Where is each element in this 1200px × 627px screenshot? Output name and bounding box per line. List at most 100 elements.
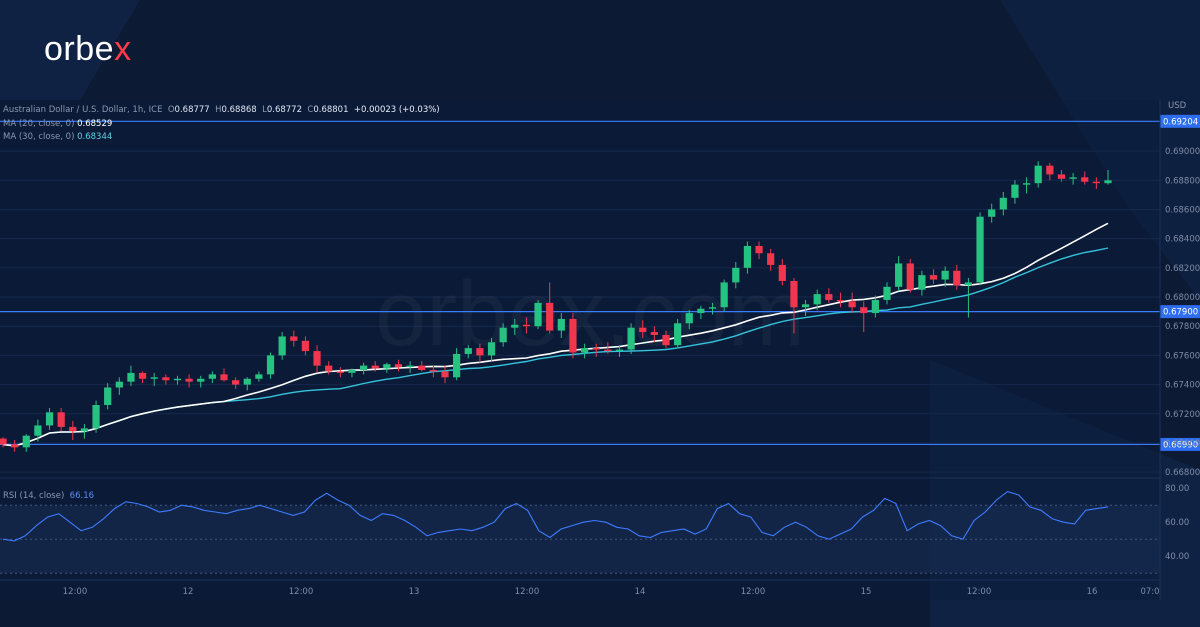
candle (1057, 170, 1066, 182)
candle (499, 323, 507, 347)
price-axis[interactable]: 0.69000 0.68800 0.68600 0.68400 0.68200 0.680… (1159, 100, 1200, 600)
candle (69, 421, 77, 441)
candle-body (383, 364, 391, 369)
candle (1092, 177, 1100, 190)
candle (185, 374, 193, 388)
candle (627, 323, 635, 354)
candle-body (604, 349, 612, 352)
price-tick-label: 0.68600 (1165, 205, 1200, 215)
candle (720, 279, 728, 312)
candle-body (45, 412, 54, 426)
candle-body (976, 216, 984, 283)
candle-body (115, 381, 123, 388)
candle (232, 377, 240, 389)
candle (895, 256, 903, 292)
low-value: 0.68772 (266, 105, 302, 115)
time-tick-label: 12:00 (289, 587, 314, 597)
candle-body (476, 348, 484, 356)
candle (708, 302, 717, 315)
candle-body (708, 307, 717, 309)
candle-body (499, 327, 507, 343)
candle (743, 241, 752, 274)
candle-body (1034, 165, 1042, 184)
candle (836, 292, 845, 308)
candle-body (301, 340, 310, 352)
candle (650, 326, 658, 343)
candle (767, 248, 775, 271)
candle (1046, 162, 1054, 181)
level-label: 0.69204 (1163, 117, 1198, 127)
candle-body (266, 355, 275, 375)
candle (534, 299, 542, 330)
candles (0, 161, 1112, 452)
candle (290, 330, 298, 347)
time-tick-label: 12:00 (515, 587, 540, 597)
candle (1069, 172, 1077, 185)
symbol-label: Australian Dollar / U.S. Dollar, 1h, ICE (3, 105, 163, 115)
candle-body (418, 365, 426, 370)
candle (487, 337, 496, 362)
candle-body (813, 294, 821, 305)
candle (953, 264, 961, 290)
candle-body (429, 370, 437, 372)
candle-body (511, 324, 519, 328)
candle-body (336, 371, 344, 373)
candle-body (92, 405, 100, 429)
candle (615, 345, 624, 357)
candle-body (34, 425, 42, 436)
candle (580, 343, 589, 359)
candle-body (732, 267, 740, 283)
candle-body (941, 270, 949, 280)
candle (825, 288, 833, 303)
candle-body (1022, 183, 1031, 185)
time-axis[interactable]: 12:00 12 12:00 13 12:00 14 12:00 15 12:00 16 07:0 (0, 579, 1160, 597)
price-tick-label: 0.69000 (1165, 147, 1200, 157)
ma20-label: MA (20, close, 0) (3, 118, 75, 129)
candle-body (255, 374, 263, 379)
candle-body (639, 327, 647, 333)
candle (476, 343, 484, 363)
candle (522, 317, 531, 334)
candle (371, 361, 379, 372)
candle (929, 269, 938, 284)
candle (860, 301, 868, 333)
candle (976, 212, 984, 286)
candle (208, 371, 216, 384)
candle-body (232, 380, 240, 385)
candle-body (487, 342, 496, 356)
close-value: 0.68801 (313, 105, 349, 115)
candle-body (0, 438, 7, 445)
candle-body (441, 371, 449, 378)
candle-body (325, 365, 333, 372)
rsi-tick-label: 80.00 (1165, 484, 1189, 494)
candle-body (162, 377, 170, 381)
candle-body (1046, 165, 1054, 175)
time-tick-label: 16 (1087, 587, 1098, 597)
candle-body (546, 302, 554, 331)
price-tick-label: 0.67400 (1165, 381, 1200, 391)
time-tick-label: 13 (409, 587, 420, 597)
candle (394, 359, 403, 372)
price-tick-label: 0.67200 (1165, 410, 1200, 420)
candle-body (150, 377, 158, 379)
time-tick-label: 12:00 (741, 587, 766, 597)
candle (162, 374, 170, 385)
candle-body (1092, 181, 1100, 184)
candle (464, 345, 472, 359)
candle (34, 419, 42, 442)
candle (964, 278, 973, 318)
candle-body (348, 370, 356, 373)
candle (359, 362, 368, 375)
candle (1011, 180, 1019, 204)
candle-body (999, 197, 1007, 210)
candle-body (534, 302, 542, 327)
candle (45, 407, 54, 430)
ma20-row: MA (20, close, 0) 0.68529 (3, 118, 440, 132)
candle-body (662, 334, 670, 346)
candle-body (406, 365, 414, 368)
candle (674, 318, 682, 349)
candle-body (767, 253, 775, 265)
time-tick-label: 12:00 (63, 587, 88, 597)
candle-body (988, 209, 996, 217)
